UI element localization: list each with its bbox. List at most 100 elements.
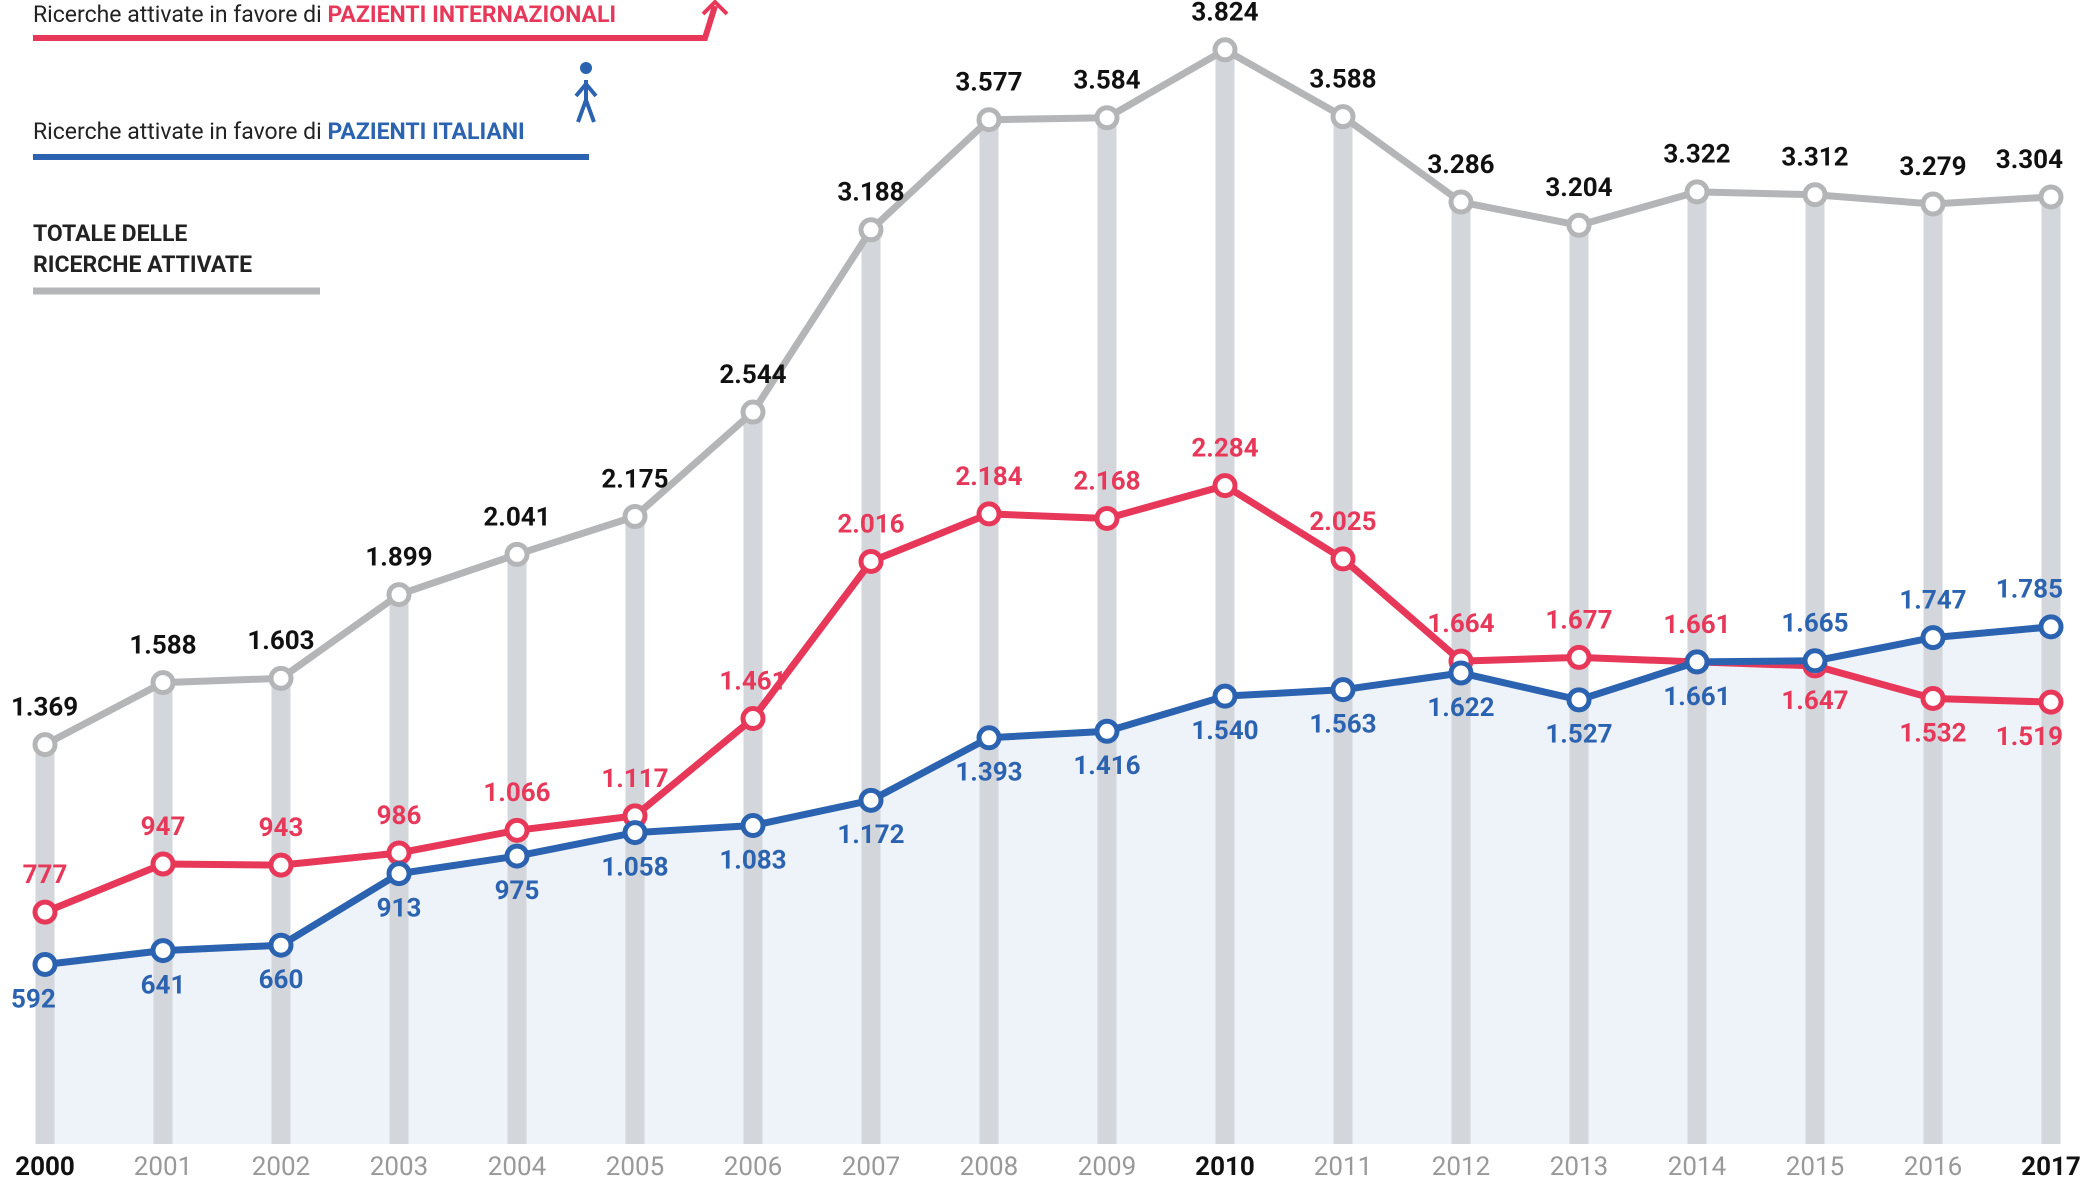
value-label: 947 — [141, 812, 186, 842]
marker — [1330, 546, 1356, 572]
value-label: 592 — [11, 984, 56, 1014]
marker — [1684, 179, 1710, 205]
column — [861, 229, 881, 1144]
value-label: 1.117 — [601, 764, 668, 794]
value-label: 3.286 — [1427, 150, 1494, 180]
value-label: 3.824 — [1191, 0, 1258, 28]
value-label: 1.785 — [1996, 575, 2063, 605]
marker — [740, 399, 766, 425]
marker — [268, 932, 294, 958]
value-label: 1.661 — [1663, 610, 1730, 640]
column — [1215, 49, 1235, 1145]
legend-label: PAZIENTI INTERNAZIONALI — [327, 1, 616, 28]
value-label: 777 — [23, 860, 68, 890]
marker — [976, 725, 1002, 751]
marker — [150, 851, 176, 877]
marker — [740, 813, 766, 839]
marker — [1566, 687, 1592, 713]
column — [2041, 196, 2061, 1144]
value-label: 975 — [495, 876, 540, 906]
line — [43, 46, 2052, 748]
marker — [386, 861, 412, 887]
value-label: 913 — [377, 893, 422, 923]
column — [35, 744, 55, 1144]
marker — [504, 843, 530, 869]
marker — [1566, 644, 1592, 670]
x-tick-label: 2003 — [370, 1152, 428, 1182]
marker — [1094, 718, 1120, 744]
value-label: 1.899 — [365, 542, 432, 572]
marker — [32, 899, 58, 925]
marker — [858, 787, 884, 813]
value-label: 3.322 — [1663, 140, 1730, 170]
marker — [1920, 191, 1946, 217]
value-label: 1.664 — [1427, 609, 1494, 639]
x-tick-label: 2009 — [1078, 1152, 1136, 1182]
value-label: 943 — [259, 813, 304, 843]
value-label: 1.647 — [1781, 686, 1848, 716]
marker — [504, 541, 530, 567]
value-label: 1.519 — [1996, 722, 2063, 752]
marker — [268, 852, 294, 878]
marker — [622, 820, 648, 846]
value-label: 1.588 — [129, 630, 196, 660]
value-label: 3.204 — [1545, 173, 1612, 203]
value-label: 1.066 — [483, 778, 550, 808]
x-tick-label: 2006 — [724, 1152, 782, 1182]
value-label: 1.369 — [11, 692, 78, 722]
person-icon — [574, 62, 598, 123]
value-label: 2.175 — [601, 464, 668, 494]
value-label: 1.603 — [247, 626, 314, 656]
legend-label: TOTALE DELLE RICERCHE ATTIVATE — [33, 220, 253, 278]
marker — [504, 817, 530, 843]
value-label: 641 — [141, 970, 186, 1000]
marker — [1212, 37, 1238, 63]
marker — [976, 107, 1002, 133]
marker — [858, 548, 884, 574]
x-tick-label: 2012 — [1432, 1152, 1490, 1182]
column — [1097, 117, 1117, 1144]
value-label: 1.677 — [1545, 605, 1612, 635]
marker — [858, 217, 884, 243]
value-label: 1.661 — [1663, 682, 1730, 712]
value-label: 3.312 — [1781, 143, 1848, 173]
x-tick-label: 2001 — [134, 1152, 192, 1182]
value-label: 3.279 — [1899, 152, 1966, 182]
x-tick-label: 2008 — [960, 1152, 1018, 1182]
value-label: 2.168 — [1073, 466, 1140, 496]
marker — [1684, 649, 1710, 675]
x-tick-label: 2016 — [1904, 1152, 1962, 1182]
value-label: 1.416 — [1073, 751, 1140, 781]
value-label: 1.665 — [1781, 609, 1848, 639]
marker — [622, 503, 648, 529]
value-label: 1.527 — [1545, 720, 1612, 750]
marker — [1448, 189, 1474, 215]
value-label: 3.304 — [1996, 145, 2063, 175]
marker — [1802, 182, 1828, 208]
marker — [1212, 683, 1238, 709]
value-label: 1.083 — [719, 845, 786, 875]
value-label: 1.393 — [955, 758, 1022, 788]
marker — [1566, 212, 1592, 238]
value-label: 2.041 — [483, 502, 550, 532]
value-label: 1.532 — [1899, 718, 1966, 748]
legend-swatch — [33, 5, 718, 41]
marker — [740, 706, 766, 732]
legend-prefix: Ricerche attivate in favore di PAZIENTI … — [33, 118, 525, 145]
value-label: 1.563 — [1309, 710, 1376, 740]
marker — [386, 840, 412, 866]
plot: 2000 2001 2002 2003 2004 2005 2006 2007 2008 2009… — [11, 0, 2081, 1182]
marker — [1448, 660, 1474, 686]
marker — [150, 938, 176, 964]
value-label: 2.284 — [1191, 434, 1258, 464]
value-label: 660 — [259, 965, 304, 995]
legend-label: PAZIENTI ITALIANI — [327, 118, 524, 145]
legend-total: TOTALE DELLE RICERCHE ATTIVATE — [33, 220, 253, 278]
x-tick-label: 2017 — [2021, 1152, 2081, 1182]
area — [45, 626, 2051, 1144]
x-tick-label: 2015 — [1786, 1152, 1844, 1182]
legend-prefix: Ricerche attivate in favore di PAZIENTI … — [33, 1, 616, 28]
column — [1333, 116, 1353, 1145]
value-label: 1.622 — [1427, 693, 1494, 723]
